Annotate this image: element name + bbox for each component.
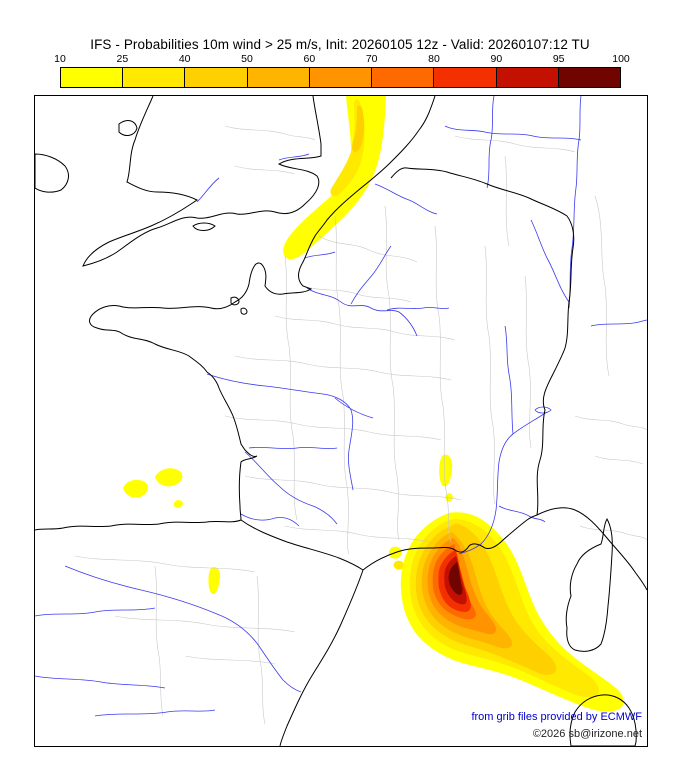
colorbar-tick-25: 25	[116, 53, 129, 65]
rivers-spain	[35, 565, 302, 717]
colorbar-tick-10: 10	[54, 53, 66, 65]
admin-lines-neighbours	[74, 125, 647, 725]
colorbar-segment-2	[185, 68, 248, 87]
colorbar-tick-labels: 10 25 40 50 60 70 80 90 95 100	[54, 53, 630, 67]
colorbar-segment-5	[372, 68, 435, 87]
copyright-credit: ©2026 sb@irizone.net	[532, 728, 642, 740]
map-frame: from grib files provided by ECMWF ©2026 …	[34, 95, 648, 747]
contour-rhone-strip	[439, 454, 453, 487]
coastline-small-islands	[35, 120, 248, 315]
contour-coast-spot-b	[393, 560, 404, 570]
contour-pyrenees-spot-b	[155, 468, 183, 487]
probability-colorbar: 10 25 40 50 60 70 80 90 95 100	[54, 53, 630, 88]
colorbar-segment-6	[434, 68, 497, 87]
colorbar-segment-7	[496, 68, 559, 87]
contour-pyrenees-spot-c	[173, 500, 183, 508]
contour-spain-strip	[208, 567, 221, 595]
colorbar-tick-40: 40	[178, 53, 191, 65]
country-borders	[240, 167, 575, 571]
coastline-mediterranean	[279, 507, 647, 746]
colorbar-segment-0	[61, 68, 124, 87]
admin-boundaries	[74, 125, 647, 725]
coastline-england-wales	[82, 96, 322, 267]
colorbar-tick-100: 100	[612, 53, 630, 65]
contour-pyrenees-spot-a	[123, 479, 149, 498]
coastline-sardinia	[569, 694, 637, 746]
colorbar-tick-60: 60	[303, 53, 316, 65]
colorbar-tick-80: 80	[428, 53, 440, 65]
colorbar-segment-1	[123, 68, 186, 87]
colorbar-segment-8	[558, 68, 620, 87]
colorbar-tick-90: 90	[490, 53, 503, 65]
colorbar-tick-95: 95	[552, 53, 565, 65]
colorbar-segment-3	[247, 68, 310, 87]
rivers-france	[196, 153, 548, 555]
colorbar-tick-70: 70	[365, 53, 378, 65]
map-canvas	[35, 96, 647, 746]
contour-med-95pct	[448, 562, 463, 595]
rivers	[35, 96, 647, 717]
coastline-corsica	[565, 517, 613, 652]
coastline-continent-atlantic	[35, 96, 436, 531]
coastlines	[35, 96, 647, 746]
contour-northsea-25pct	[330, 99, 365, 197]
admin-lines-horizontal	[224, 235, 462, 543]
rivers-northeast	[374, 96, 647, 414]
colorbar-segments	[60, 67, 621, 88]
colorbar-segment-4	[309, 68, 373, 87]
ecmwf-credit: from grib files provided by ECMWF	[471, 711, 642, 723]
contour-northsea-10pct	[283, 96, 386, 260]
admin-lines-vertical	[284, 205, 532, 555]
colorbar-tick-50: 50	[241, 53, 253, 65]
page-title: IFS - Probabilities 10m wind > 25 m/s, I…	[90, 37, 590, 52]
contour-northsea-40pct	[352, 105, 365, 153]
probability-contours	[123, 96, 624, 712]
